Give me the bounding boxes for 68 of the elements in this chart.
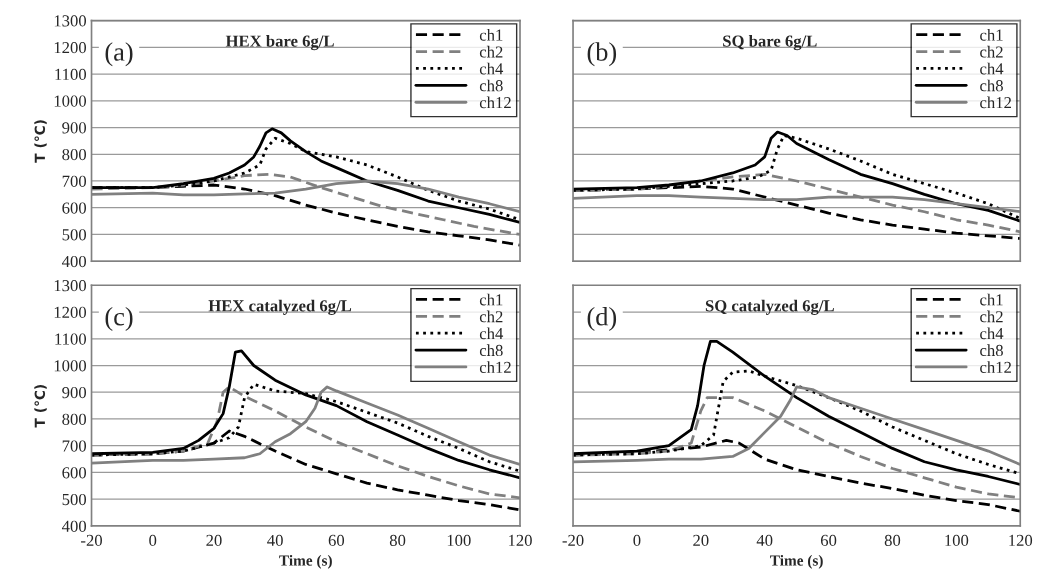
text: HEX catalyzed 6g/L [208, 299, 352, 315]
x-tick-label: -20 [81, 534, 102, 547]
x-tick-label: 100 [447, 534, 471, 547]
y-tick-label: 800 [62, 413, 87, 425]
y-tick-label: 500 [62, 229, 87, 241]
x-tick-label: 40 [756, 534, 773, 547]
y-tick-label: 400 [61, 520, 87, 532]
y-tick-label: 1200 [54, 41, 87, 54]
x-tick-label: 0 [633, 534, 641, 547]
legend-label: ch1 [980, 293, 1003, 306]
legend-label: ch2 [980, 310, 1003, 323]
y-tick-label: 700 [62, 175, 87, 187]
legend-label: ch4 [479, 327, 504, 340]
y-tick-label: 1100 [55, 68, 87, 80]
y-tick-label: 900 [62, 386, 87, 399]
legend-label: ch4 [479, 62, 504, 75]
y-axis-title: T (℃) [34, 384, 47, 428]
legend-label: ch1 [980, 28, 1003, 41]
annotation: (b) [587, 42, 617, 67]
x-tick-label: 120 [508, 534, 532, 547]
y-tick-label: 1300 [54, 279, 87, 292]
annotation: (d) [587, 307, 617, 331]
x-tick-label: 80 [389, 534, 406, 547]
legend-label: ch8 [980, 344, 1003, 357]
legend-label: ch2 [479, 310, 503, 323]
legend-label: ch12 [479, 361, 511, 373]
legend-label: ch1 [479, 293, 503, 306]
x-tick-label: 20 [693, 534, 709, 547]
legend-label: ch1 [479, 28, 503, 41]
y-tick-label: 1000 [54, 95, 87, 107]
y-tick-label: 800 [62, 148, 87, 161]
x-tick-label: 60 [820, 534, 837, 547]
y-tick-label: 400 [61, 255, 87, 268]
y-tick-label: 700 [62, 440, 87, 452]
x-axis-title: Time (s) [770, 554, 823, 569]
x-tick-label: 80 [884, 534, 901, 547]
x-tick-label: 40 [267, 534, 283, 547]
x-tick-label: 120 [1009, 534, 1033, 547]
annotation: (c) [105, 307, 133, 331]
y-tick-label: 600 [62, 467, 87, 479]
legend-label: ch2 [980, 45, 1003, 58]
x-tick-label: 60 [328, 534, 345, 547]
legend-label: ch8 [479, 344, 503, 357]
y-tick-label: 1000 [54, 360, 87, 372]
x-tick-label: 100 [945, 534, 969, 547]
legend-label: ch4 [980, 62, 1004, 75]
annotation: (a) [105, 42, 133, 67]
y-tick-label: 1300 [54, 15, 87, 27]
legend-label: ch8 [479, 79, 503, 92]
x-tick-label: 0 [149, 534, 157, 547]
legend-label: ch8 [980, 79, 1003, 92]
text: SQ bare 6g/L [723, 34, 817, 51]
y-tick-label: 600 [62, 202, 87, 214]
x-axis-title: Time (s) [279, 554, 332, 569]
y-tick-label: 1100 [55, 333, 87, 345]
x-tick-label: 20 [206, 534, 222, 547]
legend-label: ch4 [980, 327, 1004, 340]
y-tick-label: 900 [62, 122, 87, 134]
legend-label: ch12 [980, 96, 1011, 109]
y-tick-label: 1200 [54, 306, 87, 318]
x-tick-label: -20 [562, 534, 584, 547]
y-tick-label: 500 [62, 493, 87, 506]
legend-label: ch12 [479, 96, 511, 109]
y-axis-title: T (℃) [34, 120, 47, 163]
legend-label: ch12 [980, 361, 1011, 373]
text: SQ catalyzed 6g/L [705, 299, 834, 315]
legend-label: ch2 [479, 45, 503, 58]
text: HEX bare 6g/L [225, 34, 334, 51]
